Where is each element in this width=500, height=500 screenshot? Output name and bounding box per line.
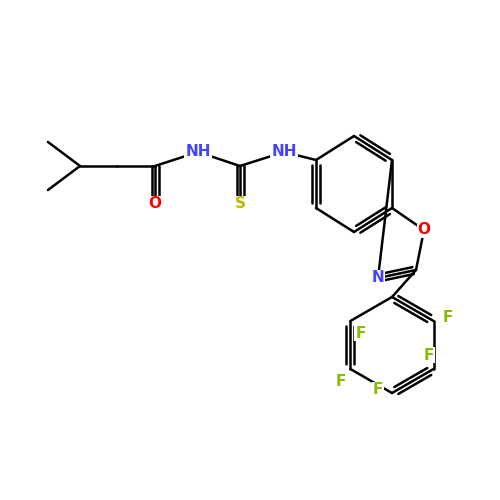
Text: F: F: [355, 326, 366, 340]
Text: F: F: [442, 310, 453, 326]
Text: O: O: [418, 222, 430, 238]
Text: NH: NH: [185, 144, 211, 160]
Text: NH: NH: [271, 144, 297, 160]
Text: F: F: [424, 348, 434, 362]
Text: N: N: [372, 270, 384, 285]
Text: O: O: [148, 196, 162, 212]
Text: F: F: [335, 374, 345, 388]
Text: F: F: [373, 382, 383, 398]
Text: S: S: [234, 196, 246, 212]
